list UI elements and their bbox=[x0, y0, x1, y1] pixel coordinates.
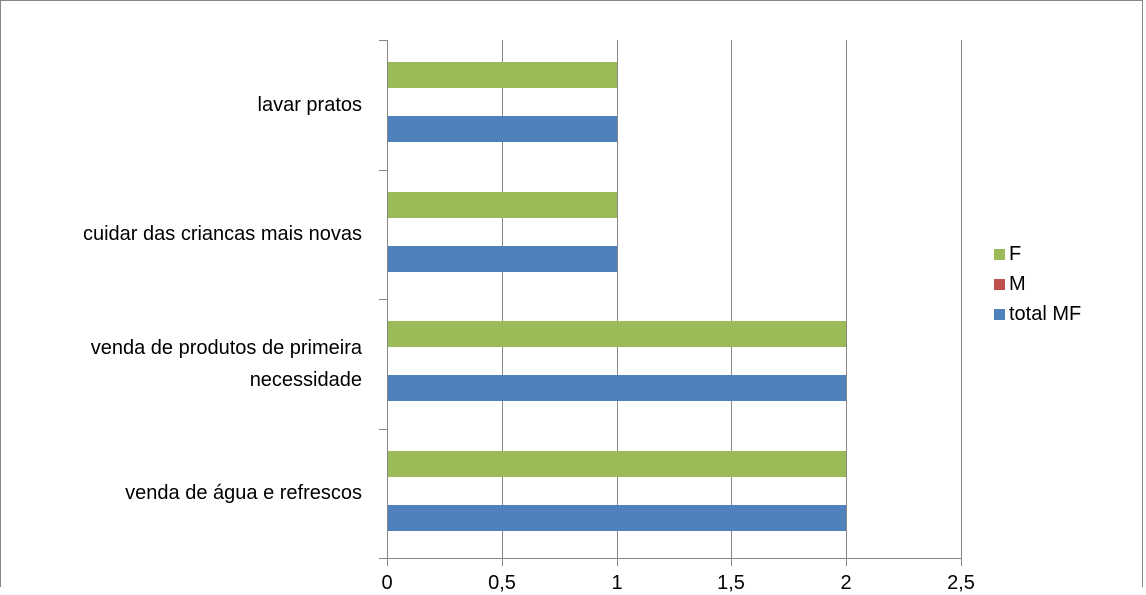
legend-label: F bbox=[1009, 243, 1022, 265]
x-tick-label-1: 0,5 bbox=[488, 572, 516, 594]
x-tick-label-3: 1,5 bbox=[717, 572, 745, 594]
x-tick-label-4: 2 bbox=[840, 572, 852, 594]
category-label-1: venda de produtos de primeira necessidad… bbox=[90, 337, 362, 391]
legend-item-m: M bbox=[994, 270, 1081, 299]
legend-item-f: F bbox=[994, 240, 1081, 269]
x-tick-label-5: 2,5 bbox=[947, 572, 975, 594]
bar-total-mf-3 bbox=[388, 116, 617, 142]
legend-swatch bbox=[994, 309, 1005, 320]
legend-label: total MF bbox=[1009, 303, 1082, 325]
x-tick-label-0: 0 bbox=[381, 572, 393, 594]
bar-total-mf-2 bbox=[388, 246, 617, 272]
legend-swatch bbox=[994, 279, 1005, 290]
bar-total-mf-0 bbox=[388, 505, 846, 531]
bar-f-0 bbox=[388, 451, 846, 477]
bar-f-1 bbox=[388, 321, 846, 347]
legend-swatch bbox=[994, 249, 1005, 260]
category-label-3: lavar pratos bbox=[257, 94, 363, 116]
category-label-0: venda de água e refrescos bbox=[125, 482, 362, 504]
legend-item-total-mf: total MF bbox=[994, 300, 1081, 329]
bar-total-mf-1 bbox=[388, 375, 846, 401]
x-tick-label-2: 1 bbox=[611, 572, 623, 594]
bar-f-2 bbox=[388, 192, 617, 218]
legend-label: M bbox=[1009, 273, 1026, 295]
category-label-2: cuidar das criancas mais novas bbox=[82, 223, 362, 245]
bar-f-3 bbox=[388, 62, 617, 88]
